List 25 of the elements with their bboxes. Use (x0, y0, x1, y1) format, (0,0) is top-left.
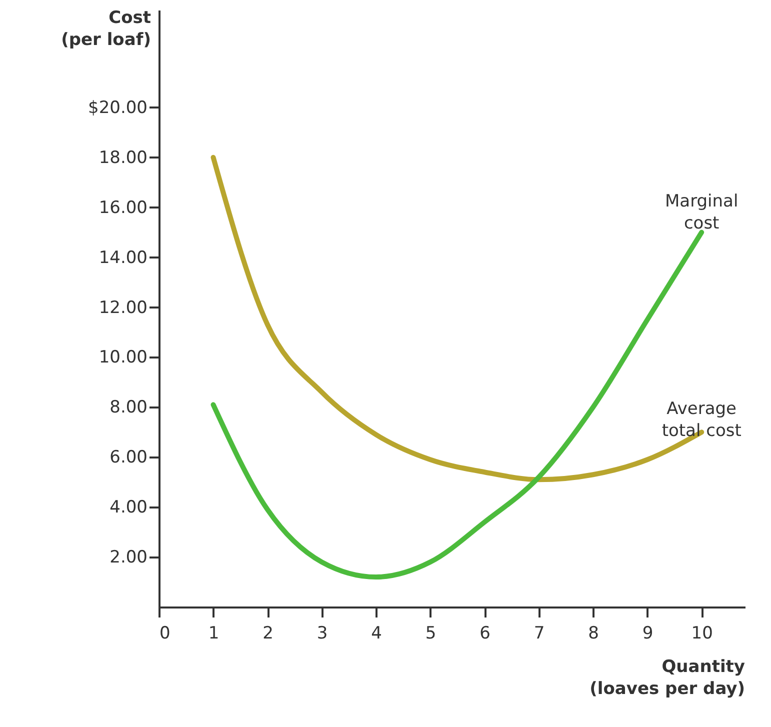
y-tick-label: 14.00 (98, 248, 148, 268)
series-label: Marginal cost (664, 191, 738, 234)
y-tick-label: 2.00 (110, 548, 148, 568)
x-tick-label: 8 (588, 624, 599, 644)
y-axis-title: Cost (per loaf) (61, 8, 151, 50)
y-tick-label: 4.00 (110, 498, 148, 518)
y-tick-label: 18.00 (98, 148, 148, 168)
y-tick-label: 6.00 (110, 448, 148, 468)
x-tick-label: 5 (425, 624, 436, 644)
y-tick-label: 16.00 (98, 198, 148, 218)
x-axis-title: Quantity (loaves per day) (590, 657, 745, 699)
y-tick-label: $20.00 (88, 98, 148, 118)
x-tick-label: 7 (534, 624, 545, 644)
y-tick-label: 10.00 (98, 348, 148, 368)
y-tick-label: 12.00 (98, 298, 148, 318)
x-tick-label: 6 (480, 624, 490, 644)
x-tick-label: 9 (642, 624, 654, 644)
x-tick-label: 3 (316, 624, 328, 644)
x-tick-label: 1 (208, 624, 220, 644)
x-tick-label: 4 (371, 624, 382, 644)
x-tick-label: 0 (160, 624, 170, 644)
y-tick-label: 8.00 (110, 398, 148, 418)
x-tick-label: 10 (691, 624, 713, 644)
x-tick-label: 2 (262, 624, 274, 644)
series-label: Average total cost (662, 399, 742, 442)
